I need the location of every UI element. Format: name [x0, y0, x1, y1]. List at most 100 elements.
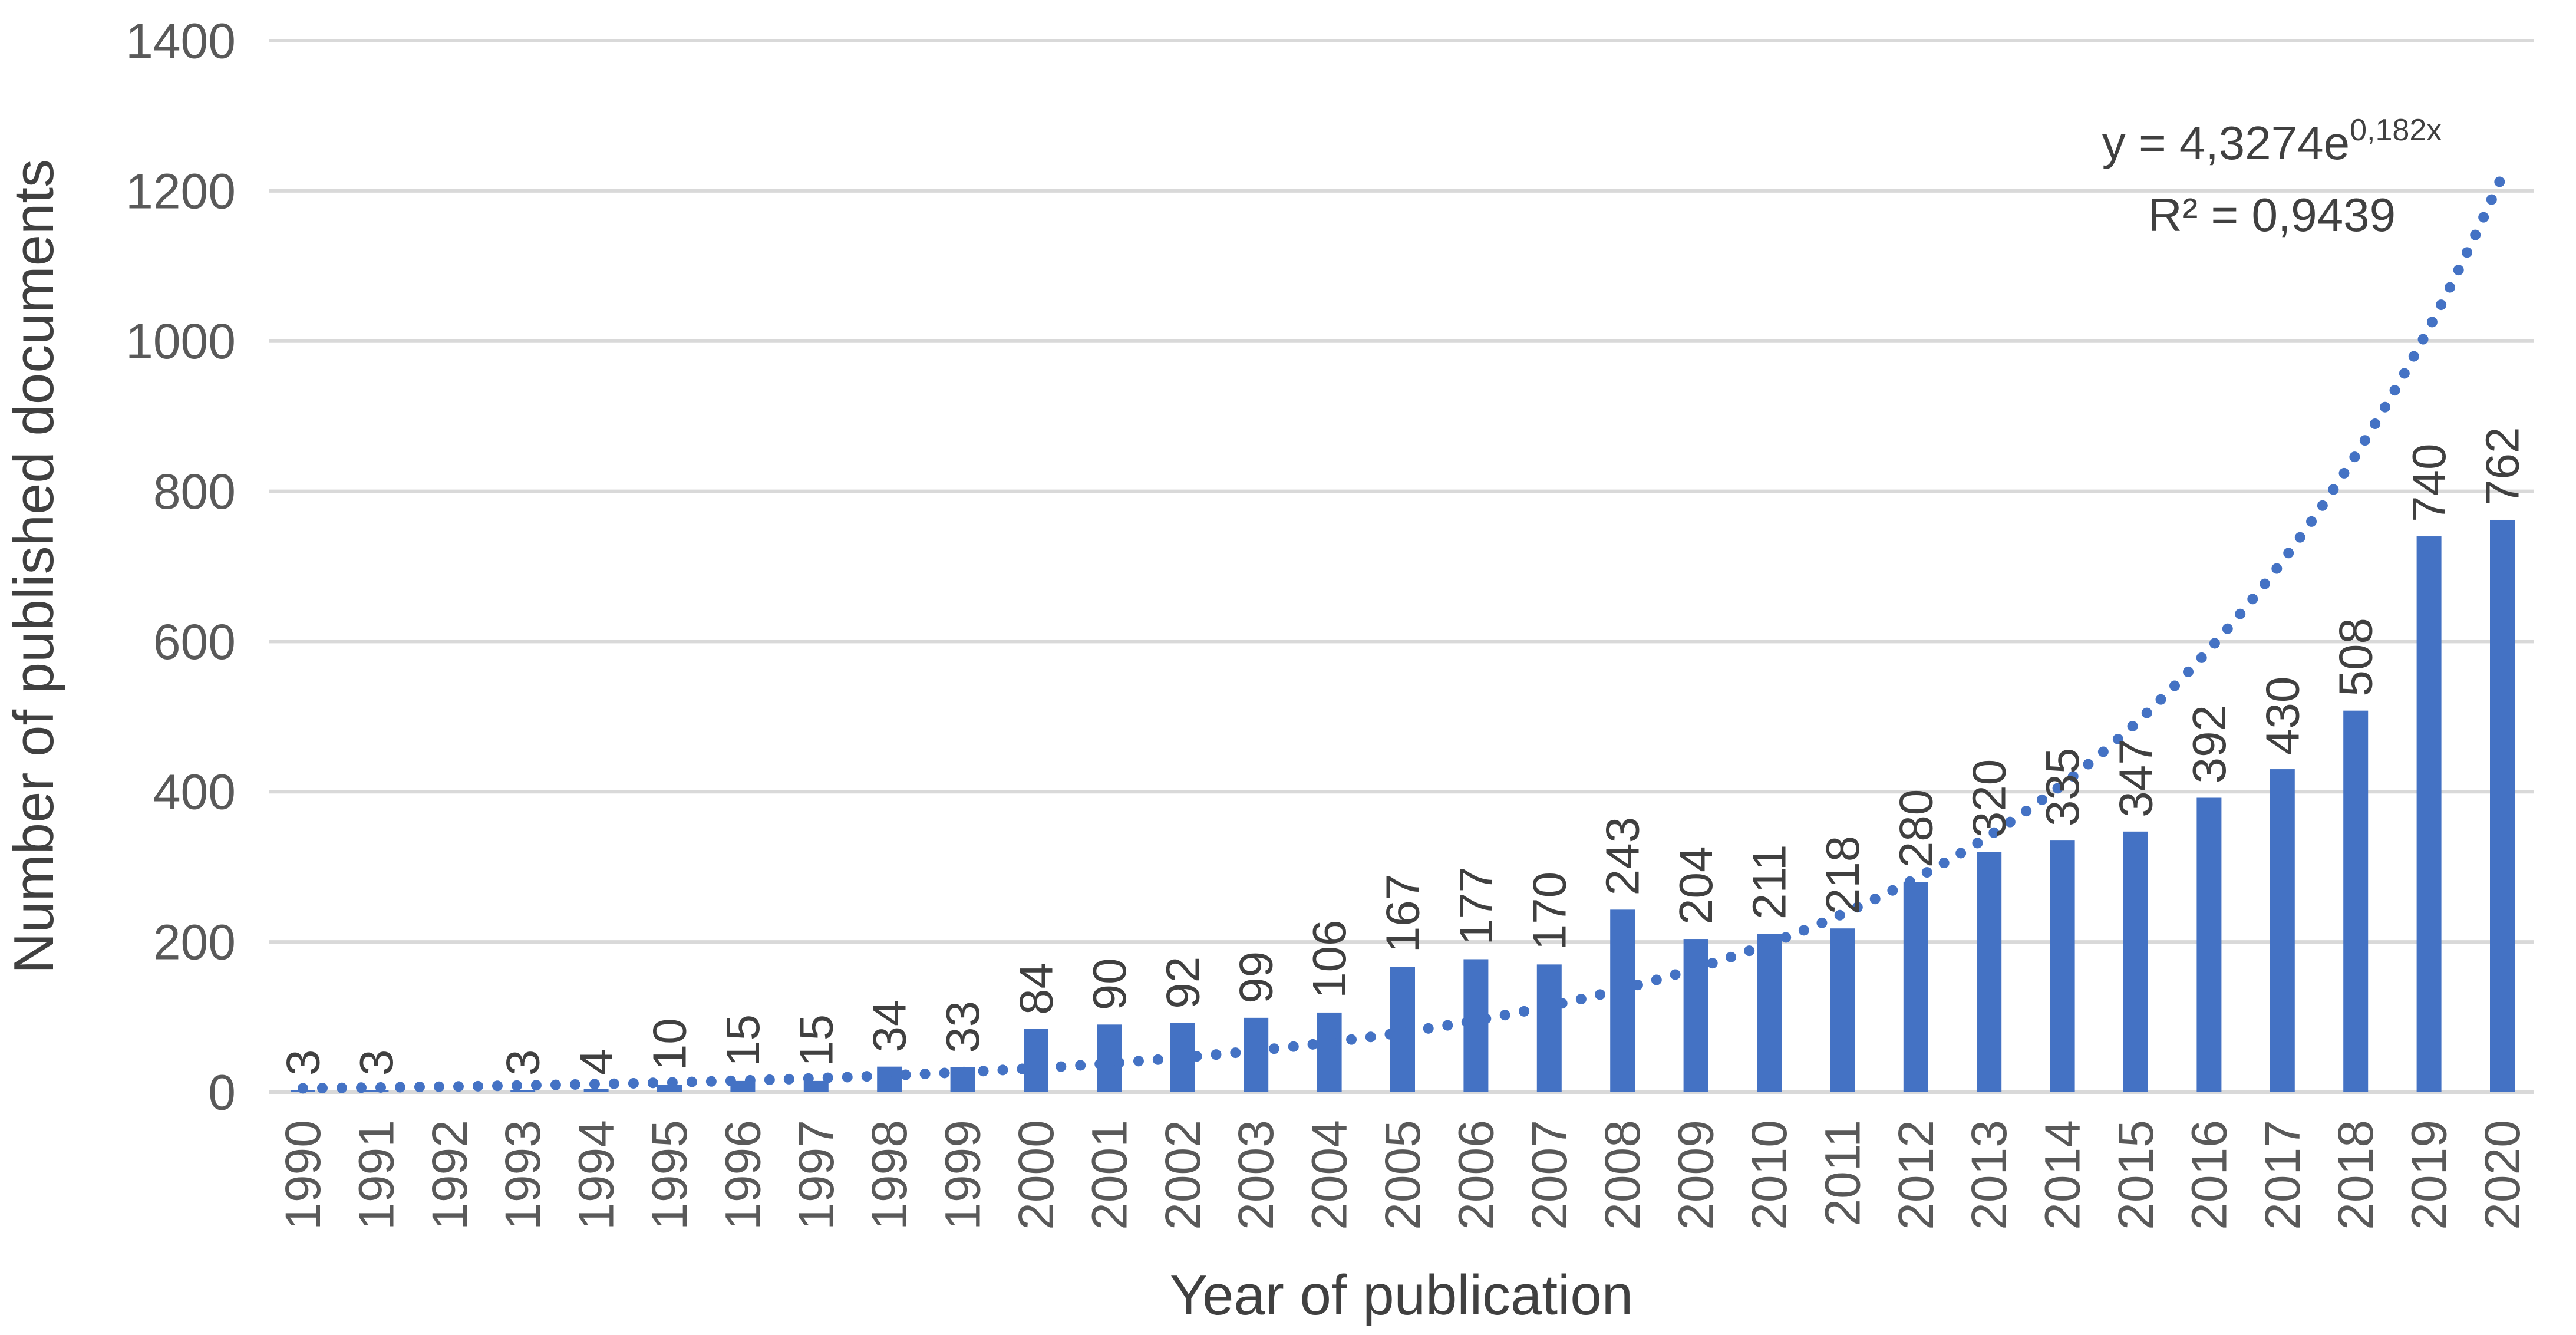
y-tick-label-1400: 1400	[126, 13, 236, 68]
bar-label-2004: 106	[1303, 919, 1355, 998]
bar-2007	[1536, 964, 1562, 1092]
x-tick-label-2000: 2000	[1008, 1120, 1064, 1230]
x-tick-label-2019: 2019	[2402, 1120, 2457, 1230]
bars	[291, 519, 2515, 1092]
bar-label-2008: 243	[1597, 817, 1649, 895]
x-tick-label-1995: 1995	[642, 1120, 697, 1230]
bar-2004	[1317, 1012, 1342, 1092]
bar-label-1996: 15	[717, 1014, 769, 1067]
x-tick-label-1992: 1992	[422, 1120, 477, 1230]
x-tick-label-2008: 2008	[1595, 1120, 1650, 1230]
x-tick-label-1999: 1999	[935, 1120, 991, 1230]
bar-label-1991: 3	[350, 1050, 403, 1076]
x-tick-label-2006: 2006	[1448, 1120, 1503, 1230]
y-tick-label-200: 200	[153, 915, 236, 970]
bar-label-2011: 218	[1816, 836, 1869, 914]
x-tick-label-1996: 1996	[715, 1120, 770, 1230]
x-tick-label-1998: 1998	[862, 1120, 917, 1230]
trendline-dotted-path	[298, 170, 2508, 1094]
bar-label-1995: 10	[644, 1018, 696, 1070]
bar-label-2007: 170	[1523, 872, 1575, 950]
bar-label-2010: 211	[1743, 845, 1796, 920]
x-tick-label-2002: 2002	[1155, 1120, 1211, 1230]
bar-2013	[1977, 852, 2002, 1092]
y-tick-label-400: 400	[153, 764, 236, 820]
bar-2020	[2490, 519, 2515, 1092]
bar-2014	[2050, 840, 2075, 1092]
x-axis-title: Year of publication	[1170, 1264, 1633, 1327]
y-tick-label-0: 0	[208, 1064, 236, 1120]
x-tick-label-2012: 2012	[1888, 1120, 1944, 1230]
y-tick-label-800: 800	[153, 464, 236, 519]
bar-label-2012: 280	[1889, 789, 1942, 868]
y-axis-tick-labels: 0 200 400 600 800 1000 1200 1400	[126, 13, 236, 1120]
bar-label-2006: 177	[1450, 866, 1502, 945]
bar-2016	[2196, 797, 2222, 1092]
bar-label-2005: 167	[1377, 874, 1429, 952]
bar-2000	[1024, 1029, 1048, 1092]
bar-label-2019: 740	[2403, 444, 2455, 522]
bar-label-2017: 430	[2256, 677, 2308, 755]
bar-2012	[1903, 882, 1928, 1092]
bar-label-2009: 204	[1670, 846, 1722, 925]
bar-label-2018: 508	[2330, 618, 2382, 696]
x-axis-tick-labels: 1990 1991 1992 1993 1994 1995 1996 1997 1998 1999…	[275, 1120, 2530, 1230]
bar-2009	[1683, 939, 1708, 1092]
bar-label-2001: 90	[1083, 958, 1136, 1010]
x-tick-label-2011: 2011	[1815, 1120, 1870, 1227]
x-tick-label-2005: 2005	[1375, 1120, 1430, 1230]
bar-label-2002: 92	[1156, 957, 1209, 1009]
bar-2008	[1610, 909, 1635, 1092]
bar-1991	[364, 1090, 389, 1092]
x-tick-label-2014: 2014	[2035, 1120, 2090, 1230]
x-tick-label-1994: 1994	[569, 1120, 624, 1230]
bar-1997	[803, 1080, 829, 1092]
x-tick-label-2001: 2001	[1081, 1120, 1137, 1230]
exponential-trendline	[298, 170, 2508, 1094]
x-tick-label-2016: 2016	[2181, 1120, 2237, 1230]
x-tick-label-2020: 2020	[2475, 1120, 2530, 1230]
y-tick-label-1200: 1200	[126, 163, 236, 219]
bar-label-1999: 33	[936, 1001, 989, 1053]
bar-label-2013: 320	[1963, 759, 2016, 838]
x-tick-label-2018: 2018	[2328, 1120, 2383, 1230]
bar-label-1990: 3	[277, 1050, 329, 1076]
bar-label-1993: 3	[497, 1050, 549, 1076]
y-tick-label-600: 600	[153, 614, 236, 670]
x-tick-label-1993: 1993	[495, 1120, 550, 1230]
bar-label-2014: 335	[2036, 748, 2089, 826]
bar-label-2000: 84	[1010, 962, 1063, 1015]
bar-label-1994: 4	[570, 1049, 622, 1075]
bar-label-1998: 34	[863, 1000, 916, 1053]
bar-label-1997: 15	[790, 1014, 842, 1067]
x-tick-label-2004: 2004	[1302, 1120, 1357, 1230]
y-axis-title: Number of published documents	[2, 159, 65, 974]
x-tick-label-1990: 1990	[275, 1120, 331, 1230]
y-tick-label-1000: 1000	[126, 314, 236, 369]
x-tick-label-2015: 2015	[2108, 1120, 2163, 1230]
trendline-equation-base: y = 4,3274e	[2102, 117, 2350, 169]
bar-2018	[2343, 710, 2369, 1092]
x-tick-label-2013: 2013	[1961, 1120, 2017, 1230]
trendline-equation-exponent: 0,182x	[2350, 113, 2442, 147]
bar-1993	[510, 1090, 536, 1092]
bar-2011	[1830, 928, 1855, 1092]
bar-label-2020: 762	[2476, 427, 2529, 506]
x-tick-label-1997: 1997	[789, 1120, 844, 1230]
x-tick-label-1991: 1991	[348, 1120, 404, 1230]
bar-label-2015: 347	[2110, 739, 2162, 817]
bar-2017	[2270, 769, 2295, 1092]
x-tick-label-2010: 2010	[1741, 1120, 1797, 1230]
gridlines	[269, 39, 2534, 1094]
bar-2019	[2416, 536, 2442, 1092]
trendline-equation: y = 4,3274e0,182x	[2102, 113, 2442, 169]
x-tick-label-2007: 2007	[1522, 1120, 1577, 1230]
x-tick-label-2009: 2009	[1668, 1120, 1724, 1230]
bar-2010	[1757, 934, 1782, 1092]
bar-2015	[2123, 831, 2148, 1092]
bar-label-2003: 99	[1230, 951, 1282, 1004]
x-tick-label-2017: 2017	[2255, 1120, 2310, 1230]
